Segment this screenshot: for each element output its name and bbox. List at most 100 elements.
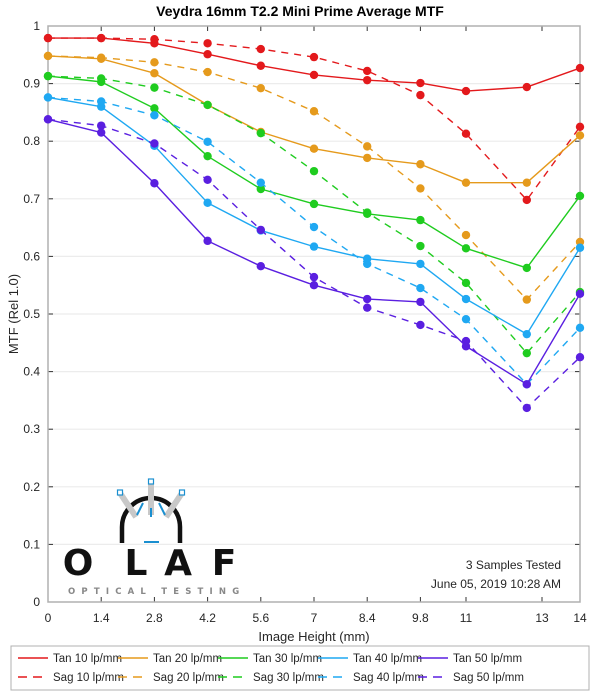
data-point [416,241,425,251]
logo-ray [163,491,185,519]
data-point [522,348,531,358]
series-tan-40-lp-mm [43,93,585,339]
data-point [309,52,319,62]
data-point [575,237,585,247]
x-tick-label: 14 [573,611,587,625]
y-tick-label: 0 [33,595,40,609]
legend-entry: Tan 10 lp/mm [53,653,122,665]
legend-entry: Tan 50 lp/mm [453,653,522,665]
data-point [97,97,106,106]
x-tick-label: 11 [460,611,473,625]
series-group [43,33,585,413]
data-point [309,281,319,290]
data-point [203,100,212,110]
data-point [416,297,425,307]
data-point [522,295,531,304]
legend-entry: Sag 20 lp/mm [153,672,224,684]
data-point [97,128,106,137]
data-point [363,294,372,304]
legend-entry: Sag 50 lp/mm [453,672,524,684]
data-point [416,78,425,88]
x-tick-label: 0 [45,611,52,625]
data-point [522,82,531,92]
data-point [575,131,585,140]
data-point [309,70,319,80]
data-point [363,259,372,269]
data-point [203,67,212,77]
series-sag-40-lp-mm [43,93,585,389]
data-point [461,86,471,96]
data-point [43,71,53,81]
y-tick-label: 1 [33,19,40,33]
series-line [47,96,581,335]
data-point [416,90,425,100]
data-point [97,33,106,43]
legend-box [10,645,590,691]
legend-entry: Tan 20 lp/mm [153,653,222,665]
data-point [575,353,585,362]
samples-annotation: 3 Samples Tested [466,558,561,572]
data-point [97,74,106,83]
data-point [363,142,372,151]
data-point [522,178,531,187]
data-point [203,39,212,48]
data-point [522,195,531,205]
y-tick-label: 0.5 [23,307,40,321]
data-point [363,303,372,312]
data-point [309,144,319,153]
data-point [461,336,471,346]
data-point [575,323,585,333]
y-tick-label: 0.3 [23,422,40,436]
y-tick-label: 0.2 [23,480,40,494]
data-point [150,104,159,113]
y-tick-label: 0.6 [23,249,40,263]
data-point [43,33,53,43]
x-tick-label: 9.8 [412,611,429,625]
date-annotation: June 05, 2019 10:28 AM [431,577,561,591]
series-sag-50-lp-mm [43,115,585,413]
x-axis-label: Image Height (mm) [258,629,369,644]
series-line [47,75,581,354]
series-line [47,96,581,385]
y-tick-label: 0.8 [23,134,40,148]
data-point [363,208,372,217]
data-point [150,35,159,44]
data-point [363,153,372,163]
logo-subtitle: OPTICAL TESTING [68,587,245,597]
data-point [309,242,319,251]
data-point [416,283,425,293]
data-point [256,261,265,271]
series-line [48,37,581,201]
data-point [416,184,425,193]
data-point [416,259,425,269]
data-point [461,230,471,240]
legend-entry: Sag 30 lp/mm [253,672,324,684]
data-point [203,198,212,208]
series-line [47,55,581,301]
series-sag-10-lp-mm [43,33,585,205]
grid-lines [48,82,580,546]
logo-letter: A [164,543,192,584]
legend-entry: Sag 40 lp/mm [353,672,424,684]
data-point [522,329,531,339]
data-point [363,66,372,76]
data-point [43,51,53,61]
series-tan-50-lp-mm [43,115,585,389]
data-point [150,69,159,78]
logo-letter: O [63,543,94,584]
data-point [309,107,319,116]
data-point [461,278,471,288]
logo-letter: F [212,543,237,584]
logo-letter: L [125,543,148,584]
data-point [575,243,585,252]
y-tick-label: 0.1 [23,537,40,551]
data-point [256,225,265,235]
series-sag-20-lp-mm [43,51,585,304]
data-point [416,160,425,169]
data-point [575,289,585,299]
data-point [203,137,212,146]
x-tick-label: 5.6 [252,611,269,625]
data-point [309,166,319,176]
data-point [256,184,265,194]
